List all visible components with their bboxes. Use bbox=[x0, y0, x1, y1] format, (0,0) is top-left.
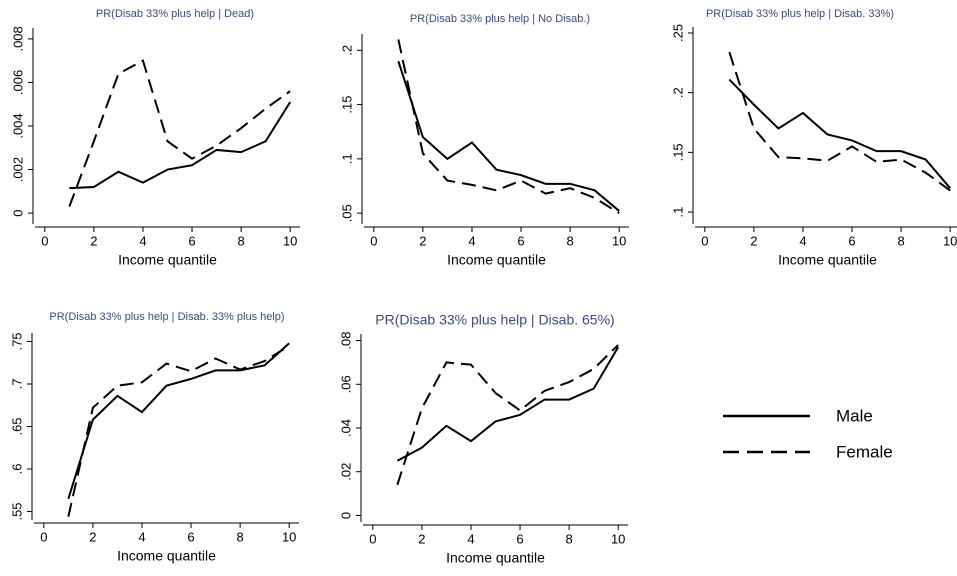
x-axis-label: Income quantile bbox=[778, 252, 877, 268]
x-tick-label: 0 bbox=[701, 233, 708, 248]
chart-title: PR(Disab 33% plus help | Disab. 33%) bbox=[706, 8, 894, 20]
y-tick-label: .2 bbox=[339, 45, 354, 56]
y-tick-label: .02 bbox=[338, 463, 353, 481]
y-tick-label: .6 bbox=[9, 464, 24, 475]
chart-title: PR(Disab 33% plus help | Disab. 33% plus… bbox=[49, 311, 284, 323]
x-tick-label: 10 bbox=[282, 529, 296, 544]
x-tick-label: 6 bbox=[517, 233, 524, 248]
x-tick-label: 6 bbox=[516, 531, 523, 546]
y-tick-label: .25 bbox=[670, 24, 685, 42]
x-tick-label: 10 bbox=[283, 233, 297, 248]
y-tick-label: .1 bbox=[670, 207, 685, 218]
y-tick-label: 0 bbox=[338, 512, 353, 519]
y-tick-label: .65 bbox=[9, 417, 24, 435]
x-tick-label: 2 bbox=[418, 531, 425, 546]
x-tick-label: 8 bbox=[566, 233, 573, 248]
x-tick-label: 0 bbox=[370, 233, 377, 248]
data-line bbox=[68, 59, 291, 207]
x-tick-label: 8 bbox=[565, 531, 572, 546]
y-tick-label: .15 bbox=[339, 96, 354, 114]
x-tick-label: 2 bbox=[750, 233, 757, 248]
x-tick-label: 10 bbox=[612, 233, 626, 248]
y-tick-label: .75 bbox=[9, 332, 24, 350]
x-tick-label: 6 bbox=[188, 233, 195, 248]
x-tick-label: 2 bbox=[89, 529, 96, 544]
x-tick-label: 10 bbox=[943, 233, 957, 248]
y-tick-label: .15 bbox=[670, 143, 685, 161]
data-line bbox=[728, 51, 951, 192]
x-tick-label: 2 bbox=[90, 233, 97, 248]
x-tick-label: 8 bbox=[897, 233, 904, 248]
y-tick-label: .1 bbox=[339, 153, 354, 164]
y-tick-label: .004 bbox=[10, 113, 25, 138]
x-axis-label: Income quantile bbox=[446, 550, 545, 566]
x-tick-label: 2 bbox=[419, 233, 426, 248]
y-tick-label: .05 bbox=[339, 204, 354, 222]
x-axis-label: Income quantile bbox=[117, 548, 216, 564]
y-tick-label: 0 bbox=[10, 209, 25, 216]
data-line bbox=[728, 78, 951, 189]
data-line bbox=[396, 346, 620, 462]
y-tick-label: .55 bbox=[9, 502, 24, 520]
x-tick-label: 4 bbox=[138, 529, 145, 544]
x-tick-label: 6 bbox=[187, 529, 194, 544]
x-tick-label: 8 bbox=[237, 233, 244, 248]
x-tick-label: 0 bbox=[40, 529, 47, 544]
legend-label: Male bbox=[836, 406, 873, 425]
y-tick-label: .008 bbox=[10, 26, 25, 51]
y-tick-label: .006 bbox=[10, 70, 25, 95]
x-axis-label: Income quantile bbox=[447, 252, 546, 268]
chart-title: PR(Disab 33% plus help | Dead) bbox=[96, 8, 254, 20]
chart-title: PR(Disab 33% plus help | No Disab.) bbox=[410, 13, 590, 25]
x-tick-label: 0 bbox=[41, 233, 48, 248]
x-axis-label: Income quantile bbox=[118, 252, 217, 268]
x-tick-label: 4 bbox=[799, 233, 806, 248]
y-tick-label: .002 bbox=[10, 157, 25, 182]
x-tick-label: 4 bbox=[467, 531, 474, 546]
chart-title: PR(Disab 33% plus help | Disab. 65%) bbox=[375, 312, 614, 328]
y-tick-label: .04 bbox=[338, 419, 353, 437]
y-tick-label: .2 bbox=[670, 87, 685, 98]
data-line bbox=[67, 344, 290, 517]
y-tick-label: .06 bbox=[338, 375, 353, 393]
x-tick-label: 6 bbox=[848, 233, 855, 248]
y-tick-label: .7 bbox=[9, 379, 24, 390]
data-line bbox=[69, 101, 292, 190]
data-line bbox=[397, 60, 620, 212]
data-line bbox=[67, 342, 290, 500]
x-tick-label: 4 bbox=[468, 233, 475, 248]
x-tick-label: 0 bbox=[369, 531, 376, 546]
x-tick-label: 10 bbox=[611, 531, 625, 546]
data-line bbox=[396, 344, 619, 486]
legend-label: Female bbox=[836, 442, 893, 461]
y-tick-label: .08 bbox=[338, 332, 353, 350]
data-line bbox=[397, 39, 620, 214]
x-tick-label: 8 bbox=[236, 529, 243, 544]
x-tick-label: 4 bbox=[139, 233, 146, 248]
